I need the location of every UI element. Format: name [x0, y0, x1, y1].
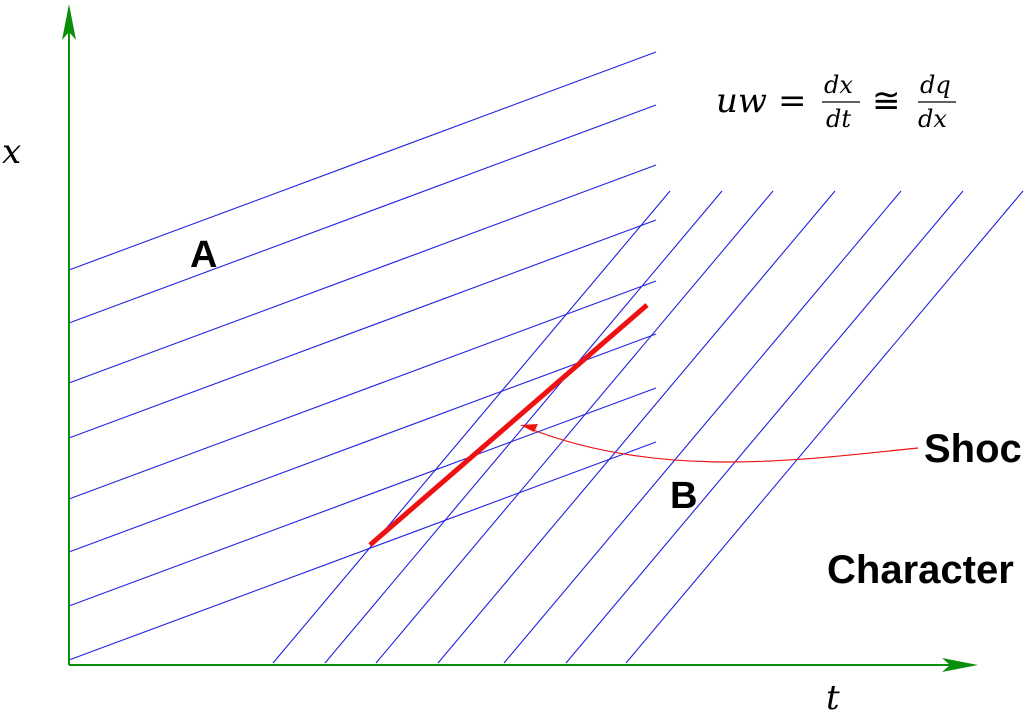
shock-pointer-arrow	[527, 427, 919, 463]
equation-frac1-denominator: dt	[826, 105, 851, 133]
shock-line	[368, 303, 649, 547]
equation-frac1-numerator: dx	[824, 71, 853, 99]
t-axis-arrowhead	[942, 658, 978, 672]
equation-frac2-denominator: dx	[918, 105, 947, 133]
characteristics-callout-label: Character	[827, 548, 1014, 592]
characteristic-line-b	[324, 190, 723, 664]
characteristic-line-b	[565, 190, 964, 664]
characteristic-line-b	[625, 190, 1024, 664]
characteristic-line-a	[68, 441, 657, 661]
characteristic-line-a	[68, 280, 657, 500]
characteristic-line-a	[68, 219, 657, 439]
characteristic-line-a	[68, 164, 657, 384]
x-axis-arrowhead	[62, 4, 76, 40]
equation-equals: =	[778, 81, 807, 121]
characteristic-line-b	[375, 190, 774, 664]
characteristics-family-a	[68, 51, 657, 661]
characteristic-line-a	[68, 51, 657, 271]
t-axis-label: t	[826, 678, 840, 717]
shock-callout-label: Shoc	[924, 427, 1022, 471]
equation-lhs: uw	[716, 81, 767, 121]
shock-pointer-arrowhead	[520, 424, 538, 432]
equation-approx: ≅	[872, 81, 901, 121]
equation-frac2-numerator: dq	[920, 71, 951, 99]
region-a-label: A	[190, 234, 217, 276]
axes	[62, 4, 978, 672]
equation: uw = dx dt ≅ dq dx	[716, 71, 956, 133]
characteristic-line-a	[68, 104, 657, 324]
characteristic-line-b	[503, 190, 902, 664]
characteristic-line-a	[68, 387, 657, 607]
characteristic-line-b	[437, 190, 836, 664]
characteristic-line-a	[68, 333, 657, 553]
x-axis-label: x	[2, 132, 21, 172]
region-b-label: B	[670, 475, 697, 517]
characteristic-line-b	[272, 190, 671, 664]
characteristics-family-b	[272, 190, 1024, 664]
